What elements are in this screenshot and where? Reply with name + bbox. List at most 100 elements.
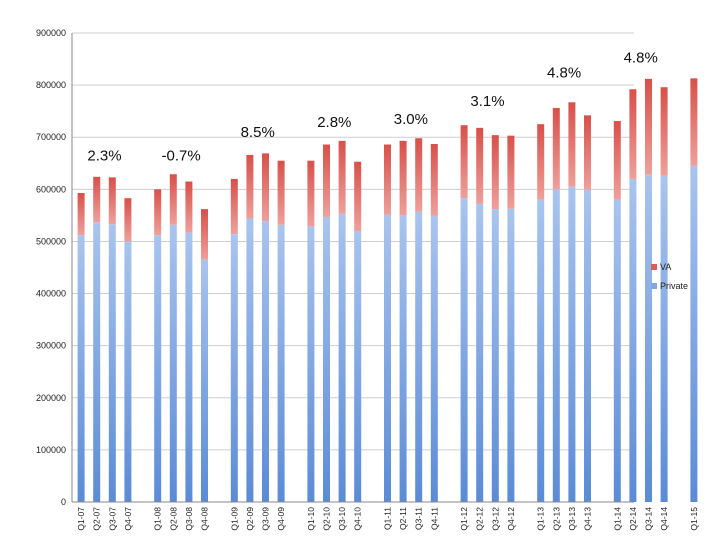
x-tick-label: Q2-12 <box>475 507 485 531</box>
y-axis: 0 100000 200000 300000 400000 500000 600000 700… <box>36 28 73 507</box>
bar-private-q3-13 <box>568 186 576 502</box>
x-tick-label: Q4-13 <box>583 507 593 531</box>
bar-private-q2-12 <box>476 203 484 502</box>
x-tick-label: Q3-10 <box>337 507 347 531</box>
bar-private-q4-13 <box>584 189 591 503</box>
legend-label-private: Private <box>660 281 688 291</box>
bar-private-q3-10 <box>338 213 346 502</box>
growth-annotation: -0.7% <box>162 148 201 165</box>
bar-private-q4-14 <box>660 175 668 503</box>
bar-private-q4-11 <box>430 215 438 502</box>
growth-annotation: 2.3% <box>87 148 121 165</box>
bar-private-q3-07 <box>108 224 116 502</box>
bar-va-q1-11 <box>384 144 391 215</box>
bar-va-q3-07 <box>108 177 116 225</box>
y-tick-label: 500000 <box>36 236 66 246</box>
bar-private-q1-10 <box>307 226 315 503</box>
bar-private-q1-09 <box>230 234 238 502</box>
x-tick-label: Q3-14 <box>644 507 654 531</box>
bar-va-q2-14 <box>629 89 637 179</box>
bar-va-q1-15 <box>690 78 698 166</box>
x-tick-label: Q4-08 <box>200 507 210 531</box>
x-tick-label: Q1-12 <box>459 507 469 531</box>
x-tick-label: Q1-11 <box>383 507 393 530</box>
growth-annotation: 2.8% <box>317 114 351 131</box>
x-tick-label: Q3-13 <box>567 507 577 531</box>
bar-va-q3-13 <box>568 102 576 187</box>
y-tick-label: 800000 <box>36 80 66 90</box>
bar-private-q1-15 <box>690 165 698 502</box>
bar-private-q2-14 <box>629 178 637 502</box>
x-tick-label: Q4-09 <box>276 507 286 531</box>
x-tick-label: Q2-10 <box>322 507 332 531</box>
gridlines <box>72 32 634 503</box>
bar-va-q1-10 <box>307 160 315 227</box>
bar-va-q2-13 <box>552 108 560 190</box>
bar-private-q4-10 <box>354 231 362 502</box>
bar-va-q1-12 <box>460 125 468 199</box>
bar-private-q3-08 <box>185 232 193 502</box>
bar-private-q2-11 <box>399 215 407 502</box>
y-tick-label: 300000 <box>36 341 66 351</box>
bar-va-q3-08 <box>185 181 193 233</box>
x-tick-label: Q3-07 <box>107 507 117 531</box>
bar-va-q4-13 <box>584 115 591 190</box>
x-tick-label: Q2-13 <box>551 507 561 531</box>
bar-private-q1-11 <box>384 214 391 502</box>
y-tick-label: 100000 <box>36 445 66 455</box>
x-tick-label: Q1-08 <box>153 507 163 531</box>
bar-va-q3-10 <box>338 140 346 214</box>
x-tick-label: Q2-09 <box>245 507 255 531</box>
x-tick-label: Q3-12 <box>490 507 500 531</box>
x-tick-label: Q4-07 <box>123 507 133 531</box>
bar-private-q4-07 <box>124 241 132 502</box>
bar-va-q1-07 <box>77 192 85 236</box>
y-tick-label: 700000 <box>36 132 66 142</box>
bar-va-q4-12 <box>507 135 515 209</box>
x-tick-label: Q2-07 <box>92 507 102 531</box>
bar-va-q4-14 <box>660 87 668 176</box>
bar-private-q1-12 <box>460 198 468 503</box>
bar-va-q2-10 <box>323 144 330 217</box>
bar-private-q3-14 <box>645 174 652 502</box>
growth-annotation: 3.1% <box>470 93 504 110</box>
growth-annotation: 8.5% <box>241 124 275 141</box>
x-tick-label: Q1-13 <box>536 507 546 531</box>
bar-private-q4-12 <box>507 208 515 502</box>
bar-private-q4-09 <box>277 224 285 502</box>
bar-va-q1-14 <box>613 121 621 200</box>
bar-private-q4-08 <box>201 259 208 502</box>
bar-private-q1-08 <box>154 235 162 503</box>
x-tick-label: Q2-08 <box>168 507 178 531</box>
legend: VA Private <box>651 262 688 291</box>
legend-swatch-private <box>651 283 657 289</box>
y-tick-label: 200000 <box>36 393 66 403</box>
bar-private-q1-07 <box>77 235 85 503</box>
bar-va-q2-11 <box>399 140 407 216</box>
bar-private-q1-14 <box>613 199 621 502</box>
bar-va-q2-09 <box>246 154 254 219</box>
bar-va-q3-09 <box>262 153 269 222</box>
bar-va-q4-10 <box>354 161 362 232</box>
bar-va-q4-08 <box>201 209 208 260</box>
y-tick-label: 400000 <box>36 289 66 299</box>
growth-annotation: 4.8% <box>547 64 581 81</box>
bar-private-q3-11 <box>415 211 423 503</box>
y-tick-label: 0 <box>61 497 66 507</box>
x-tick-label: Q4-11 <box>429 507 439 530</box>
x-tick-label: Q4-10 <box>353 507 363 531</box>
x-tick-label: Q4-14 <box>659 507 669 531</box>
bar-private-q2-09 <box>246 218 254 502</box>
bar-va-q4-11 <box>430 143 438 216</box>
bar-va-q4-09 <box>277 160 285 225</box>
growth-annotation: 3.0% <box>394 111 428 128</box>
x-axis: Q1-07 Q2-07 Q3-07 Q4-07 Q1-08 Q2-08 Q3-08 Q4-08… <box>72 501 699 531</box>
x-tick-label: Q3-11 <box>414 507 424 530</box>
bar-private-q2-08 <box>169 224 177 502</box>
bar-private-q3-09 <box>262 221 269 503</box>
bar-private-q2-07 <box>93 222 101 502</box>
x-tick-label: Q3-09 <box>261 507 271 531</box>
bar-va-q1-08 <box>154 189 162 236</box>
y-tick-label: 600000 <box>36 184 66 194</box>
